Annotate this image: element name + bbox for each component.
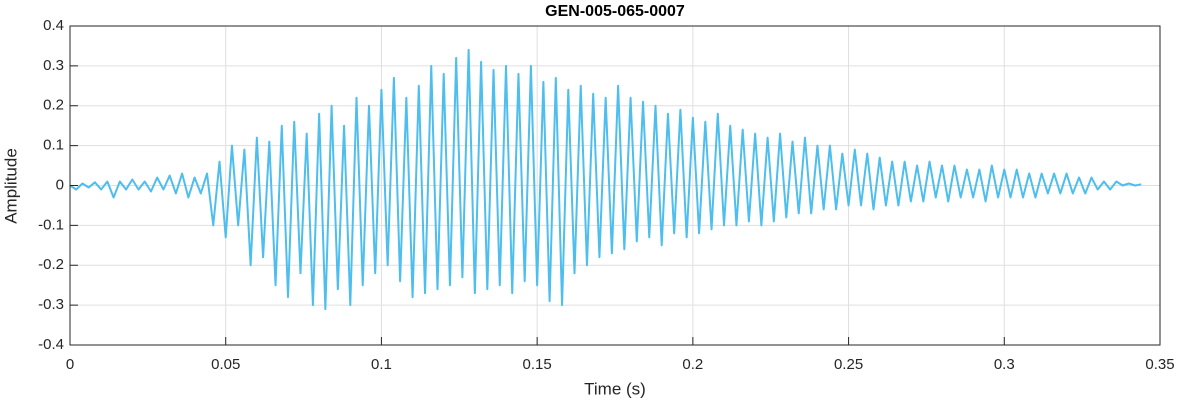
- x-axis-label: Time (s): [584, 379, 646, 398]
- x-tick-label: 0.15: [523, 356, 552, 373]
- x-tick-label: 0.25: [834, 356, 863, 373]
- y-tick-label: 0.4: [43, 17, 64, 34]
- chart-title: GEN-005-065-0007: [545, 3, 685, 20]
- y-tick-label: 0.3: [43, 57, 64, 74]
- plot-area: [69, 48, 1142, 311]
- y-tick-label: 0: [56, 176, 64, 193]
- y-tick-label: 0.2: [43, 97, 64, 114]
- y-tick-label: -0.2: [38, 256, 64, 273]
- y-axis-label: Amplitude: [1, 148, 20, 224]
- x-tick-label: 0.2: [682, 356, 703, 373]
- waveform-line: [69, 48, 1142, 311]
- x-tick-label: 0.3: [994, 356, 1015, 373]
- y-tick-label: -0.1: [38, 216, 64, 233]
- x-tick-label: 0.35: [1145, 356, 1174, 373]
- axes-box: [69, 25, 1161, 346]
- x-tick-label: 0.05: [211, 356, 240, 373]
- ticks: 0 0.05 0.1 0.15 0.2 0.25 0.3 0.35 -0.4 -0.3 -0.2 -0…: [38, 17, 1174, 373]
- y-tick-label: -0.4: [38, 336, 64, 353]
- y-tick-label: -0.3: [38, 296, 64, 313]
- x-tick-label: 0: [66, 356, 74, 373]
- y-tick-label: 0.1: [43, 137, 64, 154]
- x-tick-label: 0.1: [371, 356, 392, 373]
